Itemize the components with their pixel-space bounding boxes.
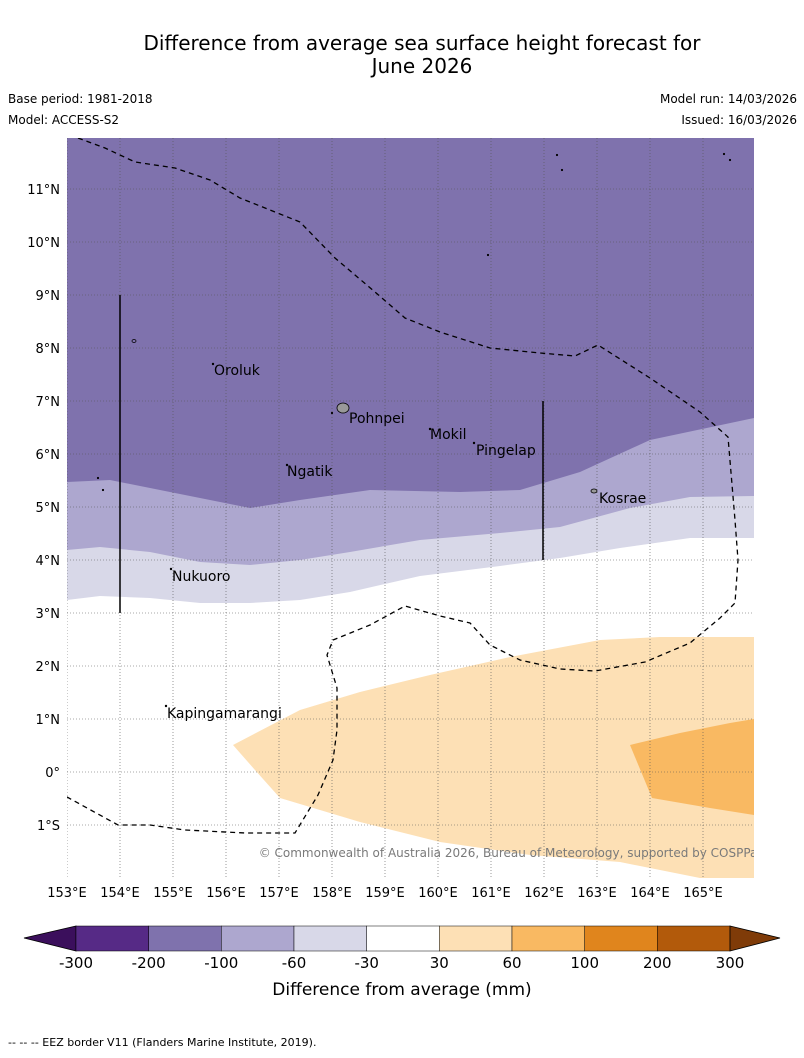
lat-label: 2°N — [36, 660, 61, 675]
lat-label: 7°N — [36, 395, 61, 410]
lon-label: 163°E — [577, 886, 617, 901]
label-mokil: Mokil — [430, 427, 467, 443]
colorbar-tick: -100 — [204, 954, 238, 972]
lat-label: 0° — [45, 766, 60, 781]
colorbar-segment — [148, 925, 222, 952]
lat-label: 10°N — [27, 236, 60, 251]
colorbar-segment — [75, 925, 149, 952]
anomaly-band-pos30-pos60 — [233, 637, 754, 878]
nukuoro-island — [169, 567, 173, 571]
label-ngatik: Ngatik — [287, 464, 333, 480]
lon-label: 162°E — [524, 886, 564, 901]
lon-label: 158°E — [312, 886, 352, 901]
label-kapingamarangi: Kapingamarangi — [167, 706, 282, 722]
ngatik-island — [285, 463, 289, 467]
island-dot — [728, 158, 732, 162]
anomaly-band-pos60-pos100 — [630, 719, 754, 815]
island-dot — [96, 476, 100, 480]
colorbar-tick: 300 — [716, 954, 745, 972]
lat-label: 3°N — [36, 607, 61, 622]
title-line-2: June 2026 — [371, 54, 473, 78]
mokil-island — [428, 427, 432, 431]
label-kosrae: Kosrae — [599, 491, 646, 507]
colorbar-segment — [293, 925, 367, 952]
map-panel: Oroluk Pohnpei Mokil Pingelap Ngatik Kos… — [67, 138, 764, 878]
lon-label: 155°E — [153, 886, 193, 901]
copyright-notice: © Commonwealth of Australia 2026, Bureau… — [259, 846, 764, 860]
colorbar-tick: -30 — [354, 954, 379, 972]
island-outline — [131, 339, 137, 343]
lon-label: 165°E — [683, 886, 723, 901]
colorbar-segment — [439, 925, 513, 952]
kosrae-island — [590, 488, 598, 494]
colorbar-segment — [221, 925, 295, 952]
place-labels: Oroluk Pohnpei Mokil Pingelap Ngatik Kos… — [167, 363, 646, 722]
colorbar-tick: 30 — [430, 954, 449, 972]
lat-label: 1°S — [37, 819, 60, 834]
islands — [96, 152, 732, 708]
island-dot — [486, 253, 490, 257]
label-pingelap: Pingelap — [476, 443, 536, 459]
oroluk-island — [211, 362, 215, 366]
lon-label: 157°E — [259, 886, 299, 901]
model-run-label: Model run: 14/03/2026 — [659, 92, 797, 106]
lat-label: 4°N — [36, 554, 61, 569]
lat-label: 5°N — [36, 501, 61, 516]
lon-label: 160°E — [418, 886, 458, 901]
colorbar-tick: -200 — [132, 954, 166, 972]
base-period-label: Base period: 1981-2018 — [8, 92, 153, 106]
lat-label: 6°N — [36, 448, 61, 463]
latitude-labels: 11°N 10°N 9°N 8°N 7°N 6°N 5°N 4°N 3°N 2°… — [27, 183, 60, 834]
colorbar-segment — [657, 925, 731, 952]
island-dot — [560, 168, 564, 172]
lat-label: 8°N — [36, 342, 61, 357]
lon-label: 161°E — [471, 886, 511, 901]
lon-label: 164°E — [630, 886, 670, 901]
issued-label: Issued: 16/03/2026 — [681, 113, 797, 127]
label-nukuoro: Nukuoro — [172, 569, 230, 585]
island-dot — [330, 411, 334, 415]
colorbar-segment — [511, 925, 585, 952]
island-dot — [101, 488, 105, 492]
colorbar: -300 -200 -100 -60 -30 30 60 100 200 300… — [23, 925, 781, 1000]
lat-label: 9°N — [36, 289, 61, 304]
map-title: Difference from average sea surface heig… — [0, 32, 804, 78]
longitude-labels: 153°E 154°E 155°E 156°E 157°E 158°E 159°… — [47, 886, 723, 901]
colorbar-over-triangle — [729, 925, 781, 952]
lon-label: 154°E — [100, 886, 140, 901]
lon-label: 153°E — [47, 886, 87, 901]
lon-label: 159°E — [365, 886, 405, 901]
label-oroluk: Oroluk — [214, 363, 261, 379]
pohnpei-island — [336, 402, 350, 414]
model-label: Model: ACCESS-S2 — [8, 113, 120, 127]
title-line-1: Difference from average sea surface heig… — [143, 31, 701, 55]
island-dot — [722, 152, 726, 156]
lat-label: 1°N — [36, 713, 61, 728]
pingelap-island — [472, 441, 476, 445]
colorbar-tick: 200 — [643, 954, 672, 972]
colorbar-segment — [584, 925, 658, 952]
colorbar-tick: -300 — [59, 954, 93, 972]
kapingamarangi-island — [164, 704, 168, 708]
colorbar-tick: 60 — [502, 954, 521, 972]
colorbar-under-triangle — [23, 925, 77, 952]
colorbar-tick: 100 — [570, 954, 599, 972]
island-dot — [555, 153, 559, 157]
eez-footnote: -- -- -- EEZ border V11 (Flanders Marine… — [8, 1036, 317, 1049]
lat-label: 11°N — [27, 183, 60, 198]
colorbar-label: Difference from average (mm) — [272, 980, 531, 1000]
colorbar-ticks: -300 -200 -100 -60 -30 30 60 100 200 300 — [59, 954, 744, 972]
label-pohnpei: Pohnpei — [349, 411, 405, 427]
colorbar-tick: -60 — [282, 954, 307, 972]
lon-label: 156°E — [206, 886, 246, 901]
colorbar-segment — [366, 925, 440, 952]
eez-border — [67, 138, 739, 834]
